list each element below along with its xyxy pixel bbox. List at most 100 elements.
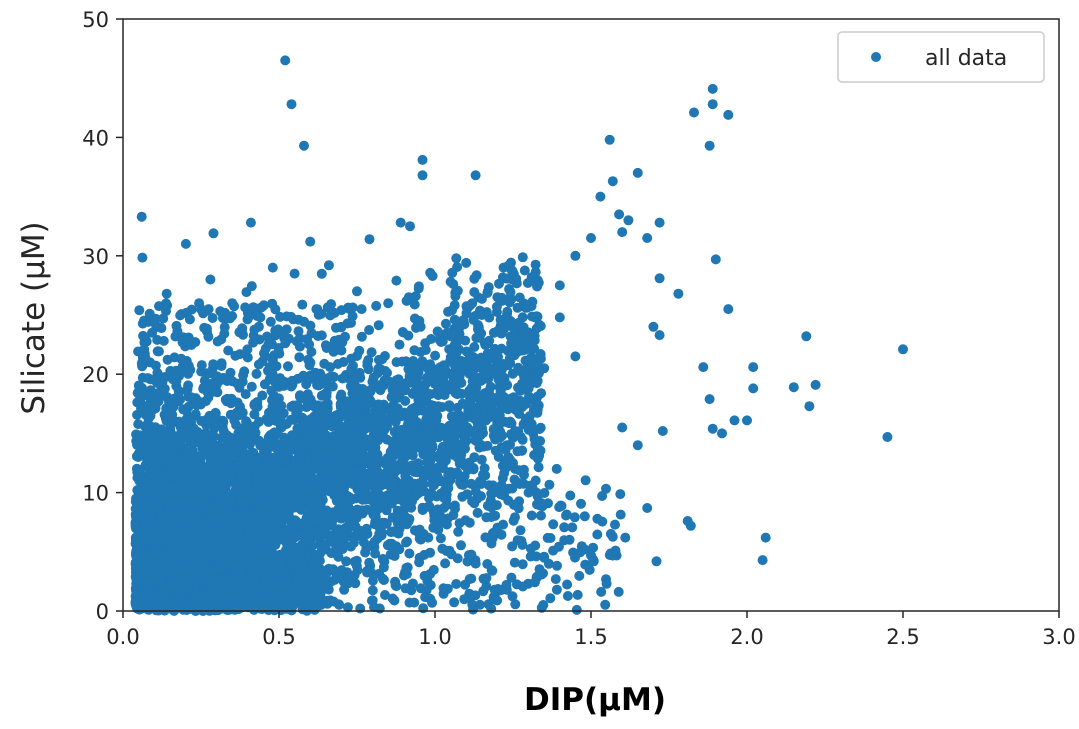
data-point <box>317 494 328 505</box>
data-point <box>431 491 442 502</box>
data-point <box>256 538 267 549</box>
data-point <box>245 516 256 527</box>
data-point <box>501 312 512 323</box>
data-point <box>366 423 377 433</box>
data-point <box>384 376 395 387</box>
data-point <box>449 340 460 351</box>
data-point <box>482 500 493 511</box>
data-point <box>408 356 419 366</box>
data-point <box>444 420 455 431</box>
data-point <box>530 475 541 486</box>
data-point <box>336 565 347 576</box>
data-point <box>462 355 473 366</box>
data-point <box>455 356 466 367</box>
data-point <box>494 278 504 289</box>
data-point <box>400 583 411 594</box>
data-point <box>453 526 464 537</box>
data-point <box>493 451 504 462</box>
data-point <box>497 460 508 471</box>
data-point <box>465 384 476 395</box>
data-point <box>491 307 502 317</box>
data-point <box>132 387 143 398</box>
data-point <box>494 410 505 421</box>
data-point <box>391 275 402 286</box>
data-point <box>243 495 254 506</box>
data-point <box>450 291 461 302</box>
data-point <box>304 551 314 562</box>
data-point <box>355 603 366 614</box>
data-point <box>476 293 487 304</box>
data-point <box>134 541 145 552</box>
data-point <box>241 550 252 561</box>
data-point <box>499 468 510 479</box>
data-point <box>296 504 307 515</box>
data-point <box>293 550 304 561</box>
data-point <box>341 556 352 567</box>
data-point <box>208 359 219 370</box>
data-point <box>486 353 497 364</box>
data-point <box>249 409 260 420</box>
data-point <box>527 311 538 322</box>
data-point <box>486 404 497 415</box>
data-point <box>476 479 487 489</box>
data-point <box>472 507 483 518</box>
data-point <box>381 416 392 427</box>
data-point <box>246 281 257 292</box>
data-point <box>236 472 247 482</box>
data-point <box>517 252 528 263</box>
data-point <box>203 498 214 509</box>
data-point <box>345 541 356 552</box>
data-point <box>275 530 286 541</box>
data-point <box>360 547 371 558</box>
data-point <box>356 506 367 516</box>
data-point <box>288 542 299 553</box>
data-point <box>505 331 516 342</box>
data-point <box>469 452 480 463</box>
data-point <box>523 383 534 394</box>
data-point <box>225 367 236 378</box>
data-point <box>417 380 428 391</box>
data-point <box>468 314 479 325</box>
data-point <box>484 335 495 346</box>
data-point <box>307 540 318 551</box>
data-point <box>388 439 399 450</box>
data-point <box>265 316 276 327</box>
data-point <box>271 504 282 515</box>
data-point <box>184 465 195 476</box>
data-point <box>449 300 460 311</box>
data-point <box>166 462 177 473</box>
data-point <box>467 367 478 378</box>
data-point <box>242 536 253 547</box>
data-point <box>403 416 414 427</box>
data-point <box>366 460 377 470</box>
data-point <box>479 397 489 408</box>
data-point <box>496 328 507 339</box>
data-point <box>470 402 481 413</box>
data-point <box>382 367 392 378</box>
data-point <box>426 334 437 344</box>
data-point <box>132 409 143 420</box>
data-point <box>219 328 230 339</box>
data-point <box>486 391 497 402</box>
data-point <box>471 332 482 343</box>
data-point <box>427 271 438 281</box>
data-point <box>321 528 331 539</box>
data-point <box>443 306 454 317</box>
data-point <box>374 380 385 391</box>
data-point <box>403 364 414 375</box>
data-point <box>499 444 510 454</box>
data-point <box>234 538 245 549</box>
data-point <box>323 563 334 574</box>
data-point <box>477 423 488 434</box>
data-point <box>460 335 471 346</box>
data-point <box>362 528 373 539</box>
data-point <box>473 324 484 335</box>
data-point <box>159 532 170 543</box>
data-point <box>373 354 384 365</box>
data-point <box>304 475 315 486</box>
data-point <box>130 519 141 530</box>
data-point <box>316 544 327 554</box>
data-point <box>531 449 542 460</box>
data-point <box>457 491 468 502</box>
data-point <box>161 515 172 526</box>
